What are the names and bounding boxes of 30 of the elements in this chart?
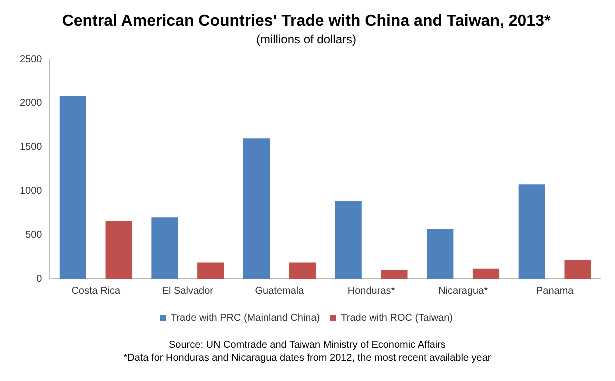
bar xyxy=(564,260,592,279)
chart-title: Central American Countries' Trade with China and Taiwan, 2013* xyxy=(62,13,552,30)
y-tick-label: 1500 xyxy=(20,142,43,154)
bar xyxy=(106,221,132,279)
y-tick-label: 500 xyxy=(26,230,43,241)
x-tick-label: Guatemala xyxy=(255,286,305,297)
bar xyxy=(335,201,362,279)
bar xyxy=(289,262,316,279)
x-tick-label: El Salvador xyxy=(162,286,214,297)
bar xyxy=(518,184,546,279)
y-tick-label: 0 xyxy=(36,274,43,285)
source-note: Source: UN Comtrade and Taiwan Ministry of Economic Affairs xyxy=(168,339,447,352)
y-tick-label: 2500 xyxy=(20,54,43,66)
bar xyxy=(381,270,408,279)
x-tick-label: Honduras* xyxy=(348,286,396,297)
x-tick-label: Nicaragua* xyxy=(438,286,488,297)
bar xyxy=(472,268,500,279)
bar xyxy=(198,262,224,279)
bar xyxy=(60,96,87,279)
y-tick-label: 2000 xyxy=(20,98,43,110)
y-tick-label: 1000 xyxy=(20,186,43,197)
bar xyxy=(243,138,270,279)
x-tick-label: Panama xyxy=(536,286,574,297)
bar xyxy=(427,228,454,279)
text: *Data for Honduras and Nicaragua dates from 2012, the most recent available year xyxy=(122,352,492,365)
legend-label: Trade with PRC (Mainland China) xyxy=(170,312,320,324)
chart-subtitle: (millions of dollars) xyxy=(256,32,357,47)
legend-label: Trade with ROC (Taiwan) xyxy=(341,312,454,324)
x-tick-label: Costa Rica xyxy=(72,286,122,297)
bar xyxy=(152,218,178,279)
